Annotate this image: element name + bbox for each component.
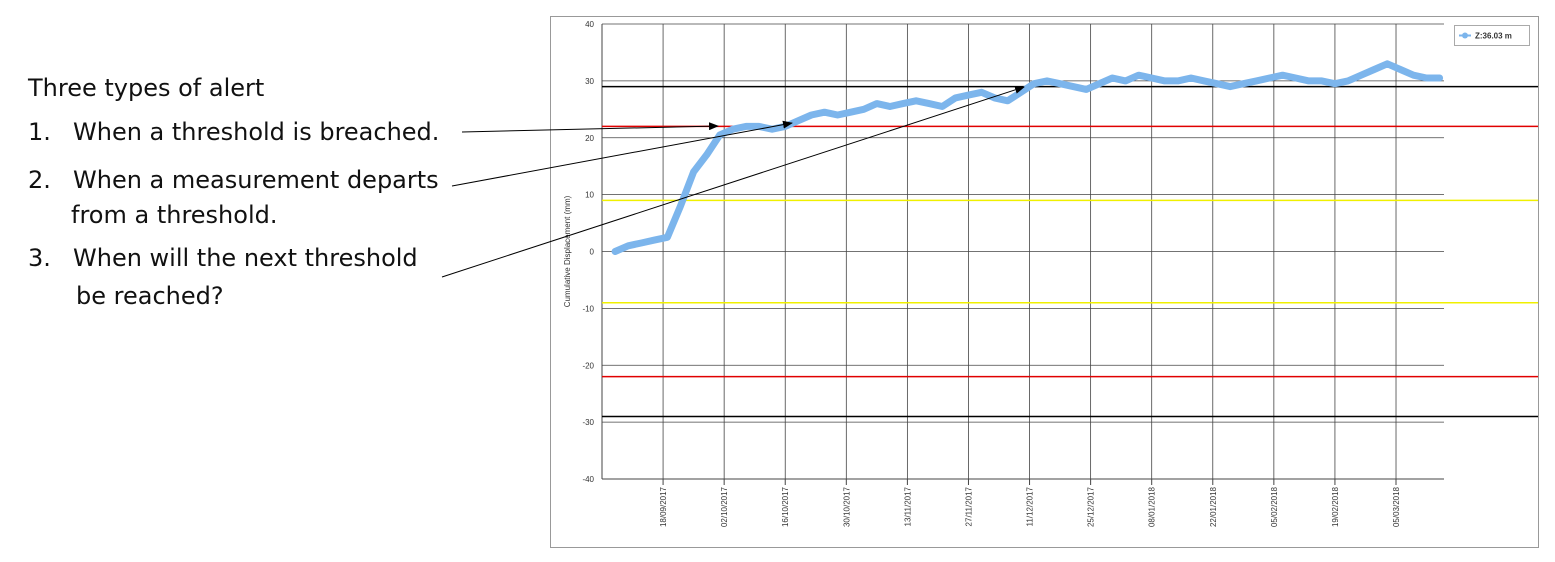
- x-tick-label: 18/09/2017: [659, 486, 668, 527]
- legend-label: Z:36.03 m: [1475, 32, 1512, 41]
- x-tick-label: 25/12/2017: [1087, 486, 1096, 527]
- x-tick-label: 27/11/2017: [964, 486, 973, 526]
- item-text: be reached?: [76, 282, 224, 310]
- legend-marker: [1462, 32, 1468, 39]
- heading: Three types of alert: [27, 74, 264, 102]
- y-tick-label: -30: [582, 418, 594, 427]
- y-tick-label: 40: [585, 20, 594, 29]
- x-tick-label: 11/12/2017: [1026, 486, 1035, 526]
- y-tick-label: -10: [582, 304, 594, 313]
- x-tick-label: 13/11/2017: [903, 486, 912, 526]
- x-tick-label: 05/03/2018: [1392, 486, 1401, 527]
- y-tick-label: -40: [582, 475, 594, 484]
- plot: -40 -30 -20 -10 0 10 20 30 40 18/09/2017 02/10/201…: [563, 20, 1538, 527]
- x-tick-label: 30/10/2017: [842, 486, 851, 527]
- y-tick-label: 30: [585, 77, 594, 86]
- arrow: [451, 120, 793, 187]
- y-tick-label: 10: [585, 191, 594, 200]
- x-tick-label: 02/10/2017: [720, 486, 729, 527]
- x-tick-label: 16/10/2017: [781, 486, 790, 527]
- item-text: When a threshold is breached.: [73, 118, 439, 146]
- y-tick-label: 20: [585, 134, 594, 143]
- item-text: When will the next threshold: [73, 244, 418, 272]
- data-line: [611, 60, 1444, 255]
- y-axis-label: Cumulative Displacement (mm): [563, 195, 572, 307]
- x-tick-label: 19/02/2018: [1331, 486, 1340, 527]
- item-text: When a measurement departs: [73, 166, 439, 194]
- legend-box: [1454, 25, 1530, 46]
- item-number: 3.: [28, 244, 51, 272]
- item-number: 1.: [28, 118, 51, 146]
- y-tick-label: 0: [590, 248, 595, 257]
- arrow: [461, 122, 719, 133]
- legend: Z:36.03 m: [1454, 25, 1530, 46]
- arrows: [441, 85, 1025, 278]
- y-tick-label: -20: [582, 361, 594, 370]
- chart-frame: [550, 16, 1539, 548]
- x-tick-label: 05/02/2018: [1270, 486, 1279, 527]
- x-tick-label: 08/01/2018: [1148, 486, 1157, 527]
- arrow: [441, 85, 1025, 278]
- item-number: 2.: [28, 166, 51, 194]
- item-text: from a threshold.: [71, 201, 277, 229]
- x-tick-label: 22/01/2018: [1209, 486, 1218, 527]
